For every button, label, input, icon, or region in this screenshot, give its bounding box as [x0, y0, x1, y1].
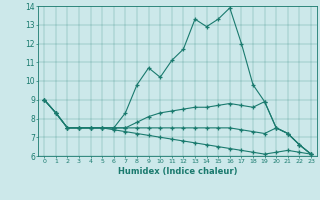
X-axis label: Humidex (Indice chaleur): Humidex (Indice chaleur): [118, 167, 237, 176]
